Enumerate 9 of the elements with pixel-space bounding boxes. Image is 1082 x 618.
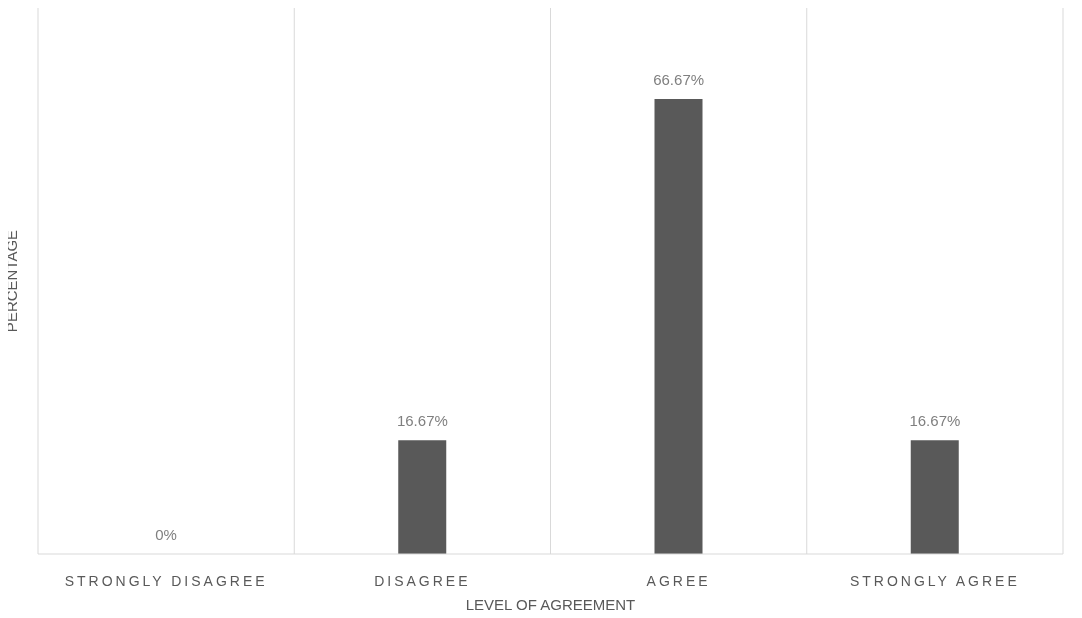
- x-axis-title: LEVEL OF AGREEMENT: [465, 596, 636, 613]
- data-label: 0%: [155, 526, 177, 543]
- x-tick-label: DISAGREE: [374, 573, 471, 589]
- data-label: 16.67%: [909, 412, 961, 430]
- x-tick-label: STRONGLY DISAGREE: [64, 573, 268, 589]
- data-label: 16.67%: [396, 412, 448, 430]
- x-tick-label: STRONGLY AGREE: [849, 573, 1020, 589]
- data-label: 66.67%: [653, 70, 705, 88]
- x-tick-label: AGREE: [646, 573, 711, 589]
